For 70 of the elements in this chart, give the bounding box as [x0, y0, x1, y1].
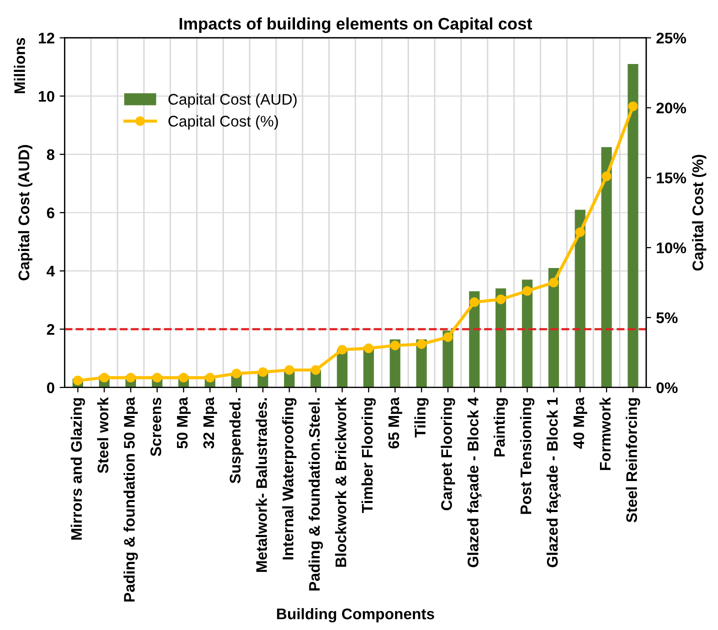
x-tick-label: Pading & foundation.Steel.	[308, 398, 323, 591]
bar	[496, 288, 506, 388]
y2-tick-label: 0%	[656, 382, 678, 394]
point	[470, 297, 480, 307]
point	[522, 286, 532, 296]
y-tick-label: 10	[38, 90, 54, 102]
point	[205, 372, 215, 383]
point	[178, 372, 188, 383]
point	[416, 339, 426, 349]
point	[390, 340, 400, 350]
bar	[628, 64, 638, 388]
x-tick-label: Suspended.	[229, 398, 244, 484]
y-tick-label: 2	[46, 324, 54, 335]
point	[310, 365, 321, 375]
x-tick-label: Screens	[150, 398, 162, 456]
x-tick-label: Blockwork & Brickwork	[335, 397, 346, 567]
y-tick-label: 8	[46, 149, 54, 160]
x-tick-label: Glazed façade - Block 1	[546, 398, 561, 568]
x-tick-label: Painting	[494, 398, 508, 456]
point	[364, 343, 374, 354]
point	[443, 332, 453, 342]
point	[232, 368, 242, 378]
y2-tick-label: 25%	[656, 32, 686, 44]
x-tick-label: Tiling	[414, 398, 429, 438]
x-tick-label: Internal Waterproofing	[282, 398, 296, 560]
bar	[601, 147, 612, 388]
point	[152, 372, 162, 383]
x-tick-label: 50 Mpa	[176, 397, 191, 448]
point	[284, 365, 294, 375]
y-tick-label: 0	[47, 382, 54, 394]
y-tick-label: 4	[46, 266, 55, 276]
point	[337, 344, 348, 355]
bar	[522, 280, 533, 388]
point	[496, 294, 506, 304]
chart-title: Impacts of building elements on Capital cost	[180, 17, 532, 33]
y2-axis-title: Capital Cost (%)	[692, 154, 706, 271]
x-tick-label: Mirrors and Glazing	[70, 398, 85, 540]
y2-tick-label: 10%	[656, 242, 686, 254]
point	[575, 227, 585, 238]
point	[258, 367, 268, 377]
x-tick-label: Formwork	[599, 397, 611, 470]
x-tick-label: Pading & foundation 50 Mpa	[124, 397, 138, 602]
x-tick-label: Post Tensioning	[520, 398, 534, 514]
point	[72, 376, 83, 386]
bar	[548, 268, 559, 388]
x-tick-label: 32 Mpa	[203, 397, 218, 449]
x-tick-label: Metalwork- Balustrades.	[256, 398, 267, 572]
x-tick-label: Steel work	[97, 397, 108, 474]
y2-tick-label: 20%	[656, 102, 686, 114]
y-axis-title: Capital Cost (AUD)	[18, 145, 32, 280]
x-tick-label: Timber Flooring	[361, 398, 376, 514]
point	[99, 372, 110, 383]
x-axis-title: Building Components	[277, 608, 434, 622]
point	[126, 372, 136, 383]
legend-label: Capital Cost (AUD)	[168, 94, 297, 108]
y2-tick-label: 15%	[656, 172, 686, 184]
x-tick-label: Carpet Flooring	[440, 398, 456, 510]
x-tick-label: Glazed façade - Block 4	[467, 397, 482, 568]
bar	[574, 210, 586, 388]
x-tick-label: Steel Reinforcing	[626, 398, 640, 522]
x-tick-label: 40 Mpa	[573, 397, 588, 449]
y-tick-label: 6	[46, 207, 54, 218]
x-tick-label: 65 Mpa	[388, 397, 402, 448]
point	[548, 278, 559, 288]
text: Millions	[14, 38, 26, 94]
y2-tick-label: 5%	[656, 312, 678, 324]
y-tick-label: 12	[38, 32, 54, 44]
legend-label: Capital Cost (%)	[168, 115, 278, 130]
point	[628, 101, 638, 112]
point	[602, 171, 612, 182]
